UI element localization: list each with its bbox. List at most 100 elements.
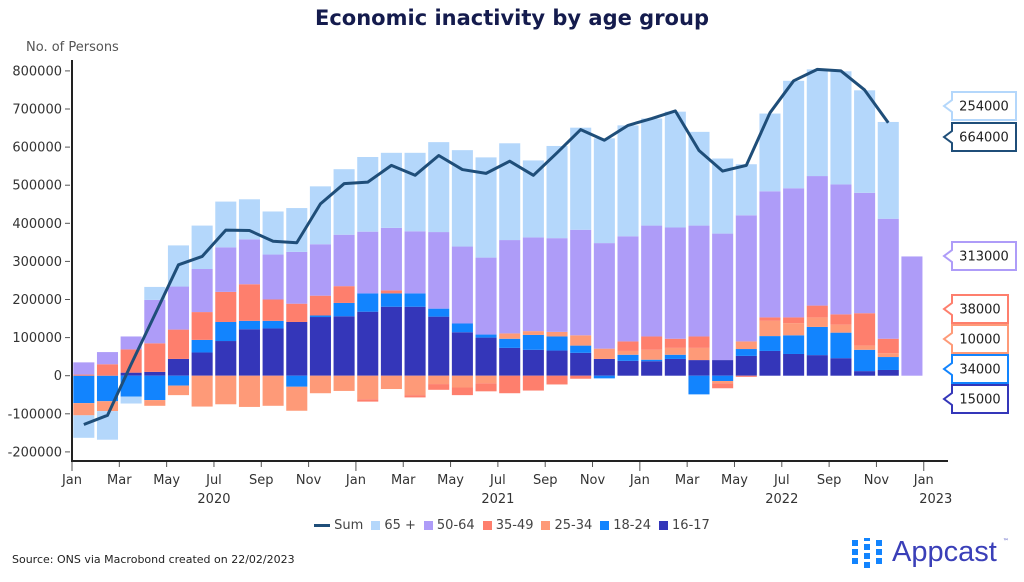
x-tick-label: Nov <box>864 473 890 488</box>
bar-50-64-2020-03 <box>120 336 142 350</box>
bar-18-24-2021-10 <box>570 345 592 353</box>
bar-16-17-2022-06 <box>759 350 781 376</box>
bar-18-24-2020-03 <box>120 375 142 397</box>
bar-50-64-2020-04 <box>144 299 166 344</box>
legend-label: 50-64 <box>436 518 475 533</box>
appcast-logo: Appcast ™ <box>852 536 1009 569</box>
bar-25-34-2022-07 <box>783 323 805 336</box>
bar-35-49-2020-11 <box>309 295 331 316</box>
bar-50-64-2021-06 <box>475 257 497 335</box>
legend-label: 25-34 <box>554 518 593 533</box>
bar-25-34-2021-02 <box>380 375 402 390</box>
bar-25-34-2022-06 <box>759 320 781 337</box>
bar-65-2020-01 <box>73 415 95 438</box>
bar-18-24-2021-06 <box>475 334 497 338</box>
legend-label: 65 + <box>384 518 416 533</box>
bar-25-34-2020-12 <box>333 375 355 391</box>
bar-35-49-2021-04 <box>428 384 450 390</box>
bar-16-17-2020-04 <box>144 371 166 376</box>
bar-25-34-2021-10 <box>570 335 592 346</box>
bar-35-49-2020-09 <box>262 299 284 321</box>
bar-65-2021-11 <box>593 138 615 244</box>
bar-35-49-2021-05 <box>451 387 473 396</box>
bar-25-34-2021-04 <box>428 375 450 385</box>
callout-value: 34000 <box>959 363 1000 378</box>
x-tick-label: Jul <box>489 473 506 488</box>
y-tick-label: 800000 <box>12 64 62 79</box>
bar-35-49-2021-03 <box>404 395 426 398</box>
bar-16-17-2022-10 <box>854 371 876 376</box>
bar-16-17-2021-11 <box>593 358 615 376</box>
bar-50-64-2022-02 <box>664 227 686 339</box>
bar-65-2022-07 <box>783 80 805 189</box>
bar-35-49-2020-06 <box>191 312 213 340</box>
bar-25-34-2021-08 <box>522 331 544 335</box>
bar-35-49-2022-07 <box>783 317 805 324</box>
legend-label: 18-24 <box>613 518 652 533</box>
bar-35-49-2021-07 <box>499 375 521 394</box>
bar-50-64-2021-04 <box>428 232 450 309</box>
bar-50-64-2020-06 <box>191 269 213 313</box>
bar-65-2022-06 <box>759 113 781 192</box>
bar-25-34-2021-01 <box>357 375 379 400</box>
callout-box <box>942 354 1009 384</box>
legend-item: 16-17 <box>659 518 710 533</box>
bar-65-2022-10 <box>854 90 876 193</box>
y-tick-label: 200000 <box>12 293 62 308</box>
appcast-logo-icon <box>852 537 882 568</box>
bar-50-64-2022-04 <box>712 233 734 361</box>
year-label: 2021 <box>481 492 514 507</box>
bar-25-34-2020-01 <box>73 403 95 416</box>
bar-65-2021-04 <box>428 142 450 233</box>
callout-box <box>942 241 1017 271</box>
bar-25-34-2021-07 <box>499 333 521 339</box>
legend-swatch <box>371 521 381 530</box>
y-tick-label: 0 <box>54 369 62 384</box>
bar-18-24-2020-06 <box>191 339 213 353</box>
bar-35-49-2020-01 <box>73 374 95 376</box>
bar-16-17-2022-01 <box>641 361 663 376</box>
bar-18-24-2021-01 <box>357 293 379 312</box>
end-label-25-34: 10000 <box>942 324 1009 354</box>
bar-18-24-2021-12 <box>617 354 639 361</box>
y-tick-label: 500000 <box>12 179 62 194</box>
year-label: 2020 <box>197 492 230 507</box>
bar-18-24-2020-08 <box>238 320 260 330</box>
bar-18-24-2020-05 <box>167 375 189 386</box>
bar-50-64-2020-08 <box>238 239 260 285</box>
year-label: 2023 <box>919 492 952 507</box>
bar-25-34-2020-02 <box>96 401 119 412</box>
bar-18-24-2020-09 <box>262 320 284 329</box>
bar-65-2022-08 <box>806 69 828 177</box>
bar-16-17-2020-03 <box>120 372 142 376</box>
bar-18-24-2021-09 <box>546 336 568 351</box>
bar-35-49-2022-06 <box>759 317 781 321</box>
bar-35-49-2020-12 <box>333 286 355 303</box>
bar-25-34-2021-09 <box>546 331 568 337</box>
callout-value: 664000 <box>959 131 1009 146</box>
bar-35-49-2020-04 <box>144 343 166 372</box>
bar-65-2021-08 <box>522 160 544 238</box>
bar-18-24-2022-04 <box>712 375 734 382</box>
legend-label: Sum <box>334 518 364 533</box>
bar-18-24-2022-08 <box>806 326 828 356</box>
x-tick-label: Jan <box>345 473 366 488</box>
bar-50-64-2021-03 <box>404 231 426 294</box>
bar-16-17-2022-02 <box>664 358 686 376</box>
y-axis-label: No. of Persons <box>26 40 119 55</box>
bar-25-34-2020-05 <box>167 385 189 396</box>
bar-50-64-2022-11 <box>877 218 899 339</box>
legend-label: 35-49 <box>495 518 534 533</box>
bar-35-49-2022-04 <box>712 383 734 389</box>
bar-50-64-2021-07 <box>499 240 521 334</box>
bar-65-2020-03 <box>120 396 142 404</box>
legend: Sum 65 + 50-64 35-49 25-34 18-24 16-17 <box>0 518 1024 533</box>
legend-swatch <box>659 521 669 530</box>
bar-25-34-2020-10 <box>286 386 308 411</box>
end-label-16-17: 15000 <box>942 384 1009 414</box>
bar-50-64-2020-11 <box>309 244 331 296</box>
bar-35-49-2021-09 <box>546 375 568 385</box>
bar-25-34-2022-02 <box>664 347 686 355</box>
bar-50-64-2021-09 <box>546 238 568 332</box>
callout-value: 38000 <box>959 303 1000 318</box>
